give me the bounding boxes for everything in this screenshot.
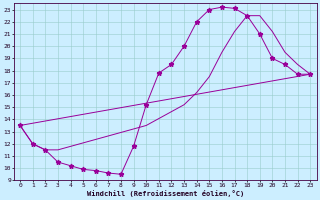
X-axis label: Windchill (Refroidissement éolien,°C): Windchill (Refroidissement éolien,°C) <box>86 190 244 197</box>
